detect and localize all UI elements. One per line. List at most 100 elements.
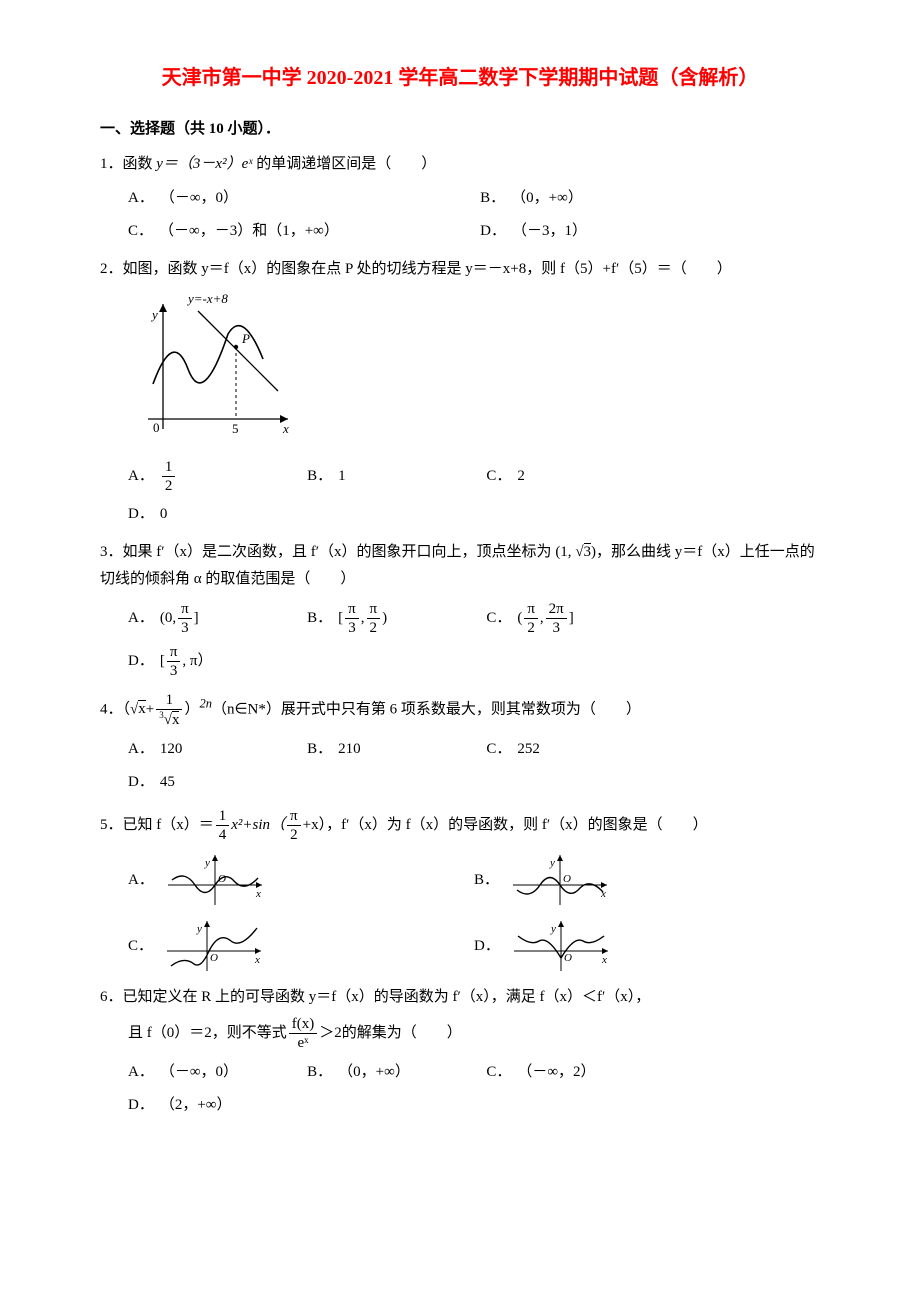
- label-B: B．: [307, 736, 332, 763]
- q3-B-post: ): [382, 605, 387, 632]
- q5-graph-B: y O x: [505, 850, 615, 910]
- q6-option-D: D．（2，+∞）: [128, 1092, 287, 1119]
- q4-frac: 13√x: [156, 691, 182, 729]
- q5-mid2: +x），f′（x）为 f（x）的导函数，则 f′（x）的图象是（ ）: [303, 817, 708, 833]
- question-1: 1．函数 y＝（3－x²）eˣ 的单调递增区间是（ ） A．（－∞，0） B．（…: [100, 151, 820, 248]
- q2-option-B: B．1: [307, 458, 466, 495]
- q5-option-C: C． y O x: [128, 916, 474, 976]
- label-A: A．: [128, 185, 154, 212]
- q2-A-den: 2: [162, 477, 176, 495]
- q3-B1-frac: π3: [345, 600, 359, 637]
- svg-text:y: y: [196, 923, 202, 935]
- den: 3: [167, 662, 181, 680]
- q6-frac: f(x)eˣ: [289, 1015, 318, 1052]
- q6-D: （2，+∞）: [160, 1092, 232, 1119]
- q6-den: eˣ: [289, 1034, 318, 1052]
- sqrt-arg: 3: [584, 543, 592, 560]
- q3-option-B: B． [π3, π2): [307, 600, 466, 637]
- q5-option-D: D． y O x: [474, 916, 820, 976]
- q4-B: 210: [338, 736, 361, 763]
- question-4: 4．（√x+13√x）2n（n∈N*）展开式中只有第 6 项系数最大，则其常数项…: [100, 691, 820, 799]
- q3-option-C: C． (π2, 2π3]: [486, 600, 645, 637]
- q5-f2: π2: [287, 807, 301, 844]
- svg-text:y: y: [549, 857, 555, 869]
- q3-B-pre: [: [338, 605, 343, 632]
- q3-B2-frac: π2: [367, 600, 381, 637]
- q4-C: 252: [517, 736, 540, 763]
- label-C: C．: [128, 218, 153, 245]
- tangent-label: y=-x+8: [186, 291, 228, 306]
- q6-option-A: A．（－∞，0）: [128, 1059, 287, 1086]
- svg-text:y: y: [550, 923, 556, 935]
- y-axis-label: y: [150, 307, 158, 322]
- q1-post: 的单调递增区间是（ ）: [252, 156, 436, 172]
- q2-option-C: C．2: [486, 458, 645, 495]
- vertex-pre: (1,: [555, 544, 575, 560]
- num: 2π: [546, 600, 567, 619]
- q3-C-post: ]: [569, 605, 574, 632]
- label-D: D．: [480, 218, 506, 245]
- q1-option-B: B．（0，+∞）: [480, 185, 812, 212]
- svg-text:O: O: [563, 873, 571, 885]
- q4-option-B: B． 210: [307, 736, 466, 763]
- num: π: [524, 600, 538, 619]
- svg-text:x: x: [600, 888, 606, 900]
- label-C: C．: [486, 1059, 511, 1086]
- q3-stem: 3．如果 f′（x）是二次函数，且 f′（x）的图象开口向上，顶点坐标为 (1,…: [100, 539, 820, 593]
- sqrt-x: x: [138, 700, 146, 717]
- sqrt-icon: √: [130, 701, 138, 717]
- q6-option-C: C．（－∞，2）: [486, 1059, 645, 1086]
- q3-option-A: A． (0, π3]: [128, 600, 287, 637]
- q5-option-B: B． y O x: [474, 850, 820, 910]
- q3-C-pre: (: [517, 605, 522, 632]
- q2-C-text: 2: [517, 463, 525, 490]
- q5-pre: 5．已知 f（x）＝: [100, 817, 214, 833]
- origin-label: 0: [153, 420, 160, 435]
- label-A: A．: [128, 605, 154, 632]
- q1-B-text: （0，+∞）: [511, 185, 583, 212]
- q3-B-mid: ,: [361, 605, 365, 632]
- q4-exp: 2n: [199, 696, 212, 710]
- q1-option-D: D．（－3，1）: [480, 218, 812, 245]
- q1-C-text: （－∞，－3）和（1，+∞）: [159, 218, 339, 245]
- label-C: C．: [486, 605, 511, 632]
- question-2: 2．如图，函数 y＝f（x）的图象在点 P 处的切线方程是 y＝－x+8，则 f…: [100, 256, 820, 531]
- plus: +: [146, 701, 154, 717]
- q1-A-text: （－∞，0）: [160, 185, 238, 212]
- question-5: 5．已知 f（x）＝14x²+sin（π2+x），f′（x）为 f（x）的导函数…: [100, 807, 820, 976]
- x-tick-5: 5: [232, 421, 239, 436]
- q4-stem: 4．（√x+13√x）2n（n∈N*）展开式中只有第 6 项系数最大，则其常数项…: [100, 691, 820, 729]
- q3-A-post: ]: [194, 605, 199, 632]
- q1-stem: 1．函数 y＝（3－x²）eˣ 的单调递增区间是（ ）: [100, 151, 820, 178]
- q1-pre: 1．函数: [100, 156, 156, 172]
- svg-text:O: O: [210, 952, 218, 964]
- svg-text:O: O: [564, 952, 572, 964]
- label-A: A．: [128, 736, 154, 763]
- q1-option-A: A．（－∞，0）: [128, 185, 460, 212]
- cuberoot-x: x: [172, 711, 180, 728]
- num: π: [167, 643, 181, 662]
- label-C: C．: [128, 933, 153, 960]
- q4-mid: ）: [184, 701, 199, 717]
- q3-D-pre: [: [160, 648, 165, 675]
- num: π: [345, 600, 359, 619]
- sqrt-open: √: [575, 544, 583, 560]
- q4-D: 45: [160, 769, 175, 796]
- q5-f1: 14: [216, 807, 230, 844]
- q3-D-post: , π）: [182, 648, 212, 675]
- q6-stem2: 且 f（0）＝2，则不等式f(x)eˣ＞2的解集为（ ）: [100, 1015, 820, 1052]
- q3-pre: 3．如果 f′（x）是二次函数，且 f′（x）的图象开口向上，顶点坐标为: [100, 544, 555, 560]
- den: 4: [216, 826, 230, 844]
- num: 1: [216, 807, 230, 826]
- label-B: B．: [307, 1059, 332, 1086]
- q3-option-D: D． [π3, π）: [128, 643, 287, 680]
- svg-text:x: x: [254, 954, 260, 966]
- q2-option-A: A． 12: [128, 458, 287, 495]
- q2-A-num: 1: [162, 458, 176, 477]
- q4-option-A: A．120: [128, 736, 287, 763]
- num: π: [367, 600, 381, 619]
- q4-pre: 4．（: [100, 701, 130, 717]
- svg-text:x: x: [601, 954, 607, 966]
- label-A: A．: [128, 1059, 154, 1086]
- label-A: A．: [128, 867, 154, 894]
